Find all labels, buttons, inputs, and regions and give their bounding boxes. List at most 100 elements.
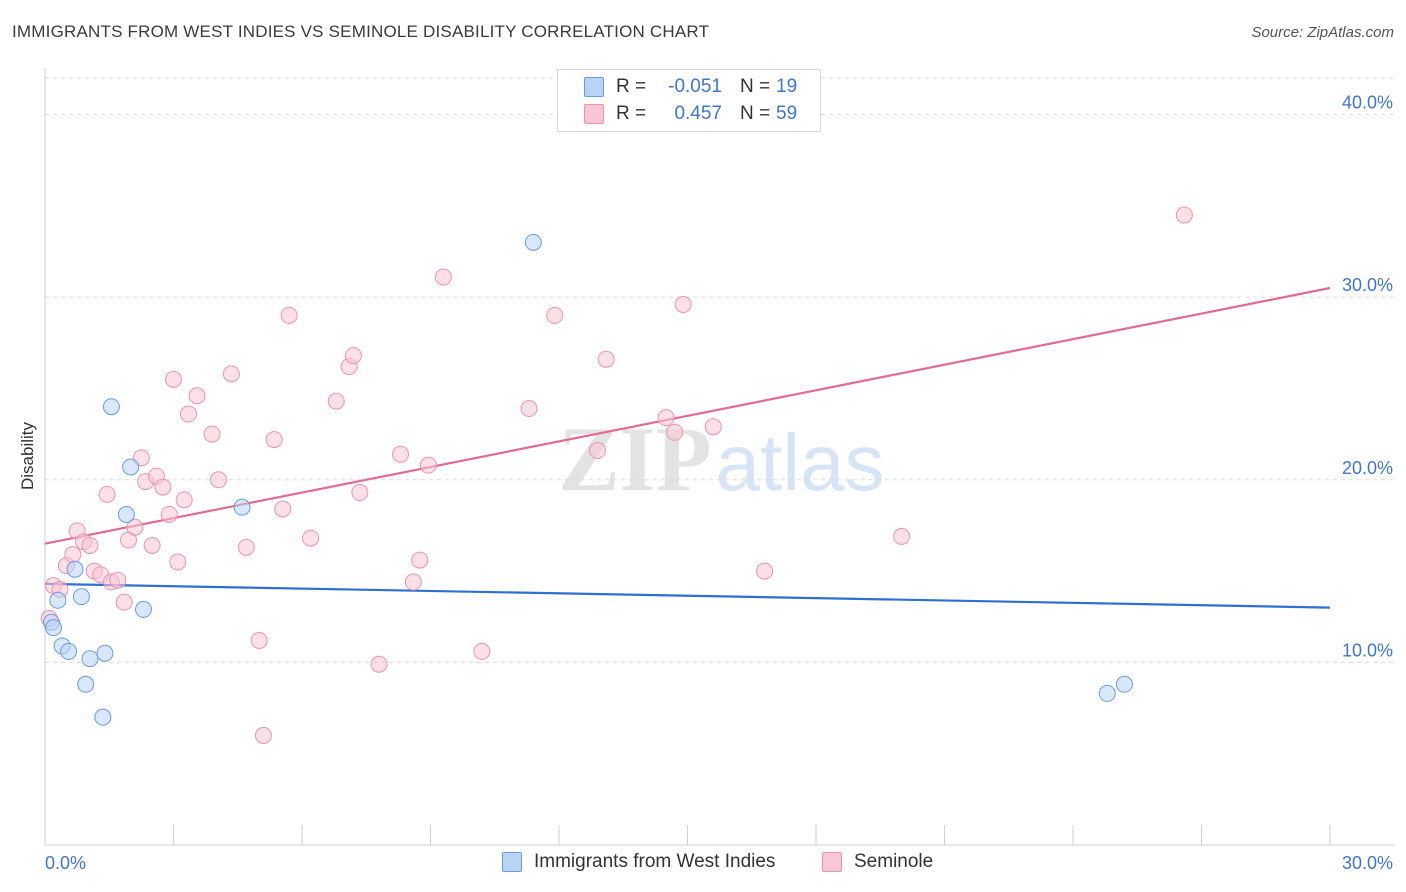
point-west-indies: [524, 233, 542, 251]
legend-r-value: 0.457: [674, 103, 722, 124]
point-seminole: [237, 538, 255, 556]
point-seminole: [109, 571, 127, 589]
point-seminole: [274, 500, 292, 518]
legend-swatch-blue: [584, 77, 604, 97]
point-seminole: [250, 631, 268, 649]
point-seminole: [411, 551, 429, 569]
point-seminole: [351, 484, 369, 502]
point-seminole: [1175, 206, 1193, 224]
y-tick-label: 20.0%: [1342, 458, 1393, 478]
point-seminole: [64, 546, 82, 564]
point-west-indies: [96, 644, 114, 662]
point-seminole: [597, 350, 615, 368]
bottom-legend-swatch-blue: [502, 852, 522, 872]
point-seminole: [143, 537, 161, 555]
legend-r-label: R =: [616, 103, 647, 124]
point-seminole: [473, 642, 491, 660]
point-seminole: [165, 370, 182, 388]
point-west-indies: [72, 588, 90, 606]
legend-r-label: R =: [616, 76, 647, 97]
point-seminole: [302, 529, 320, 547]
point-seminole: [666, 423, 684, 441]
point-seminole: [370, 655, 388, 673]
point-west-indies: [102, 398, 120, 416]
point-seminole: [657, 409, 675, 427]
y-tick-label: 30.0%: [1342, 275, 1393, 295]
point-seminole: [893, 527, 911, 545]
chart-title: IMMIGRANTS FROM WEST INDIES VS SEMINOLE …: [12, 22, 710, 41]
grid: [45, 77, 1395, 663]
point-west-indies: [1098, 684, 1116, 702]
point-seminole: [98, 485, 116, 503]
point-seminole: [254, 726, 272, 744]
bottom-legend-seminole: Seminole: [822, 851, 933, 873]
bottom-legend-swatch-pink: [822, 852, 842, 872]
legend-r-value: -0.051: [668, 76, 722, 97]
bottom-legend-west-indies: Immigrants from West Indies: [502, 851, 775, 873]
bottom-legend: Immigrants from West Indies Seminole: [0, 851, 1406, 877]
point-west-indies: [66, 560, 84, 578]
bottom-legend-label: Immigrants from West Indies: [534, 851, 776, 872]
point-west-indies: [233, 498, 251, 516]
trend-line-seminole: [44, 286, 1331, 545]
point-west-indies: [60, 642, 78, 660]
point-seminole: [344, 347, 362, 365]
point-seminole: [160, 505, 178, 523]
point-seminole: [280, 306, 298, 324]
point-seminole: [756, 562, 774, 580]
data-points: [40, 206, 1193, 744]
y-tick-label: 10.0%: [1342, 640, 1393, 660]
legend-row-west-indies: R = -0.051 N = 19: [584, 75, 797, 99]
point-seminole: [222, 365, 240, 383]
axes: [44, 68, 1395, 846]
point-seminole: [81, 537, 99, 555]
legend-n-label: N =: [740, 103, 771, 124]
x-tick-label: 0.0%: [45, 853, 86, 873]
point-seminole: [126, 518, 144, 536]
point-seminole: [404, 573, 422, 591]
point-seminole: [209, 471, 227, 489]
bottom-legend-label: Seminole: [854, 851, 934, 872]
point-west-indies: [135, 600, 153, 618]
point-seminole: [203, 425, 221, 443]
legend-swatch-pink: [584, 104, 604, 124]
point-seminole: [175, 491, 193, 509]
point-west-indies: [77, 675, 95, 693]
watermark: ZIP atlas: [558, 408, 884, 510]
point-seminole: [704, 418, 722, 436]
point-seminole: [589, 442, 607, 460]
point-seminole: [546, 306, 564, 324]
point-seminole: [265, 431, 283, 449]
point-seminole: [327, 392, 345, 410]
source-label: Source: ZipAtlas.com: [1251, 24, 1394, 41]
point-seminole: [674, 295, 692, 313]
legend-row-seminole: R = 0.457 N = 59: [584, 102, 797, 126]
point-seminole: [115, 593, 133, 611]
point-west-indies: [45, 619, 63, 637]
tick-labels: 10.0% 20.0% 30.0% 40.0% 0.0% 30.0%: [45, 93, 1393, 873]
watermark-atlas: atlas: [716, 418, 885, 507]
legend-n-value: 59: [776, 103, 798, 124]
legend-n-value: 19: [776, 76, 798, 97]
point-west-indies: [49, 591, 67, 609]
point-seminole: [188, 387, 206, 405]
y-tick-label: 40.0%: [1342, 93, 1393, 113]
point-west-indies: [94, 708, 112, 726]
point-west-indies: [117, 505, 135, 523]
legend-n-label: N =: [740, 76, 771, 97]
point-west-indies: [81, 650, 99, 668]
point-seminole: [169, 553, 187, 571]
point-west-indies: [1115, 675, 1133, 693]
trend-lines: [44, 286, 1331, 609]
point-seminole: [392, 445, 410, 463]
point-seminole: [419, 456, 437, 474]
point-seminole: [179, 405, 197, 423]
legend: R = -0.051 N = 19 R = 0.457 N = 59: [557, 69, 821, 132]
point-seminole: [154, 478, 172, 496]
trend-line-west-indies: [44, 582, 1331, 609]
point-seminole: [434, 268, 452, 286]
point-seminole: [520, 400, 538, 418]
x-tick-label: 30.0%: [1342, 853, 1393, 873]
point-west-indies: [122, 458, 140, 476]
